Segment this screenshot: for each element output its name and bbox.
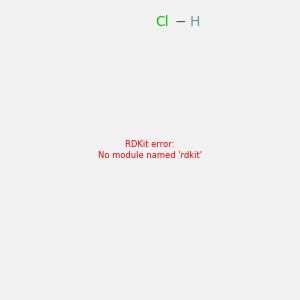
Text: H: H — [190, 15, 200, 29]
Text: Cl: Cl — [155, 15, 169, 29]
Text: RDKit error:
No module named 'rdkit': RDKit error: No module named 'rdkit' — [98, 140, 202, 160]
Text: −: − — [175, 15, 187, 29]
